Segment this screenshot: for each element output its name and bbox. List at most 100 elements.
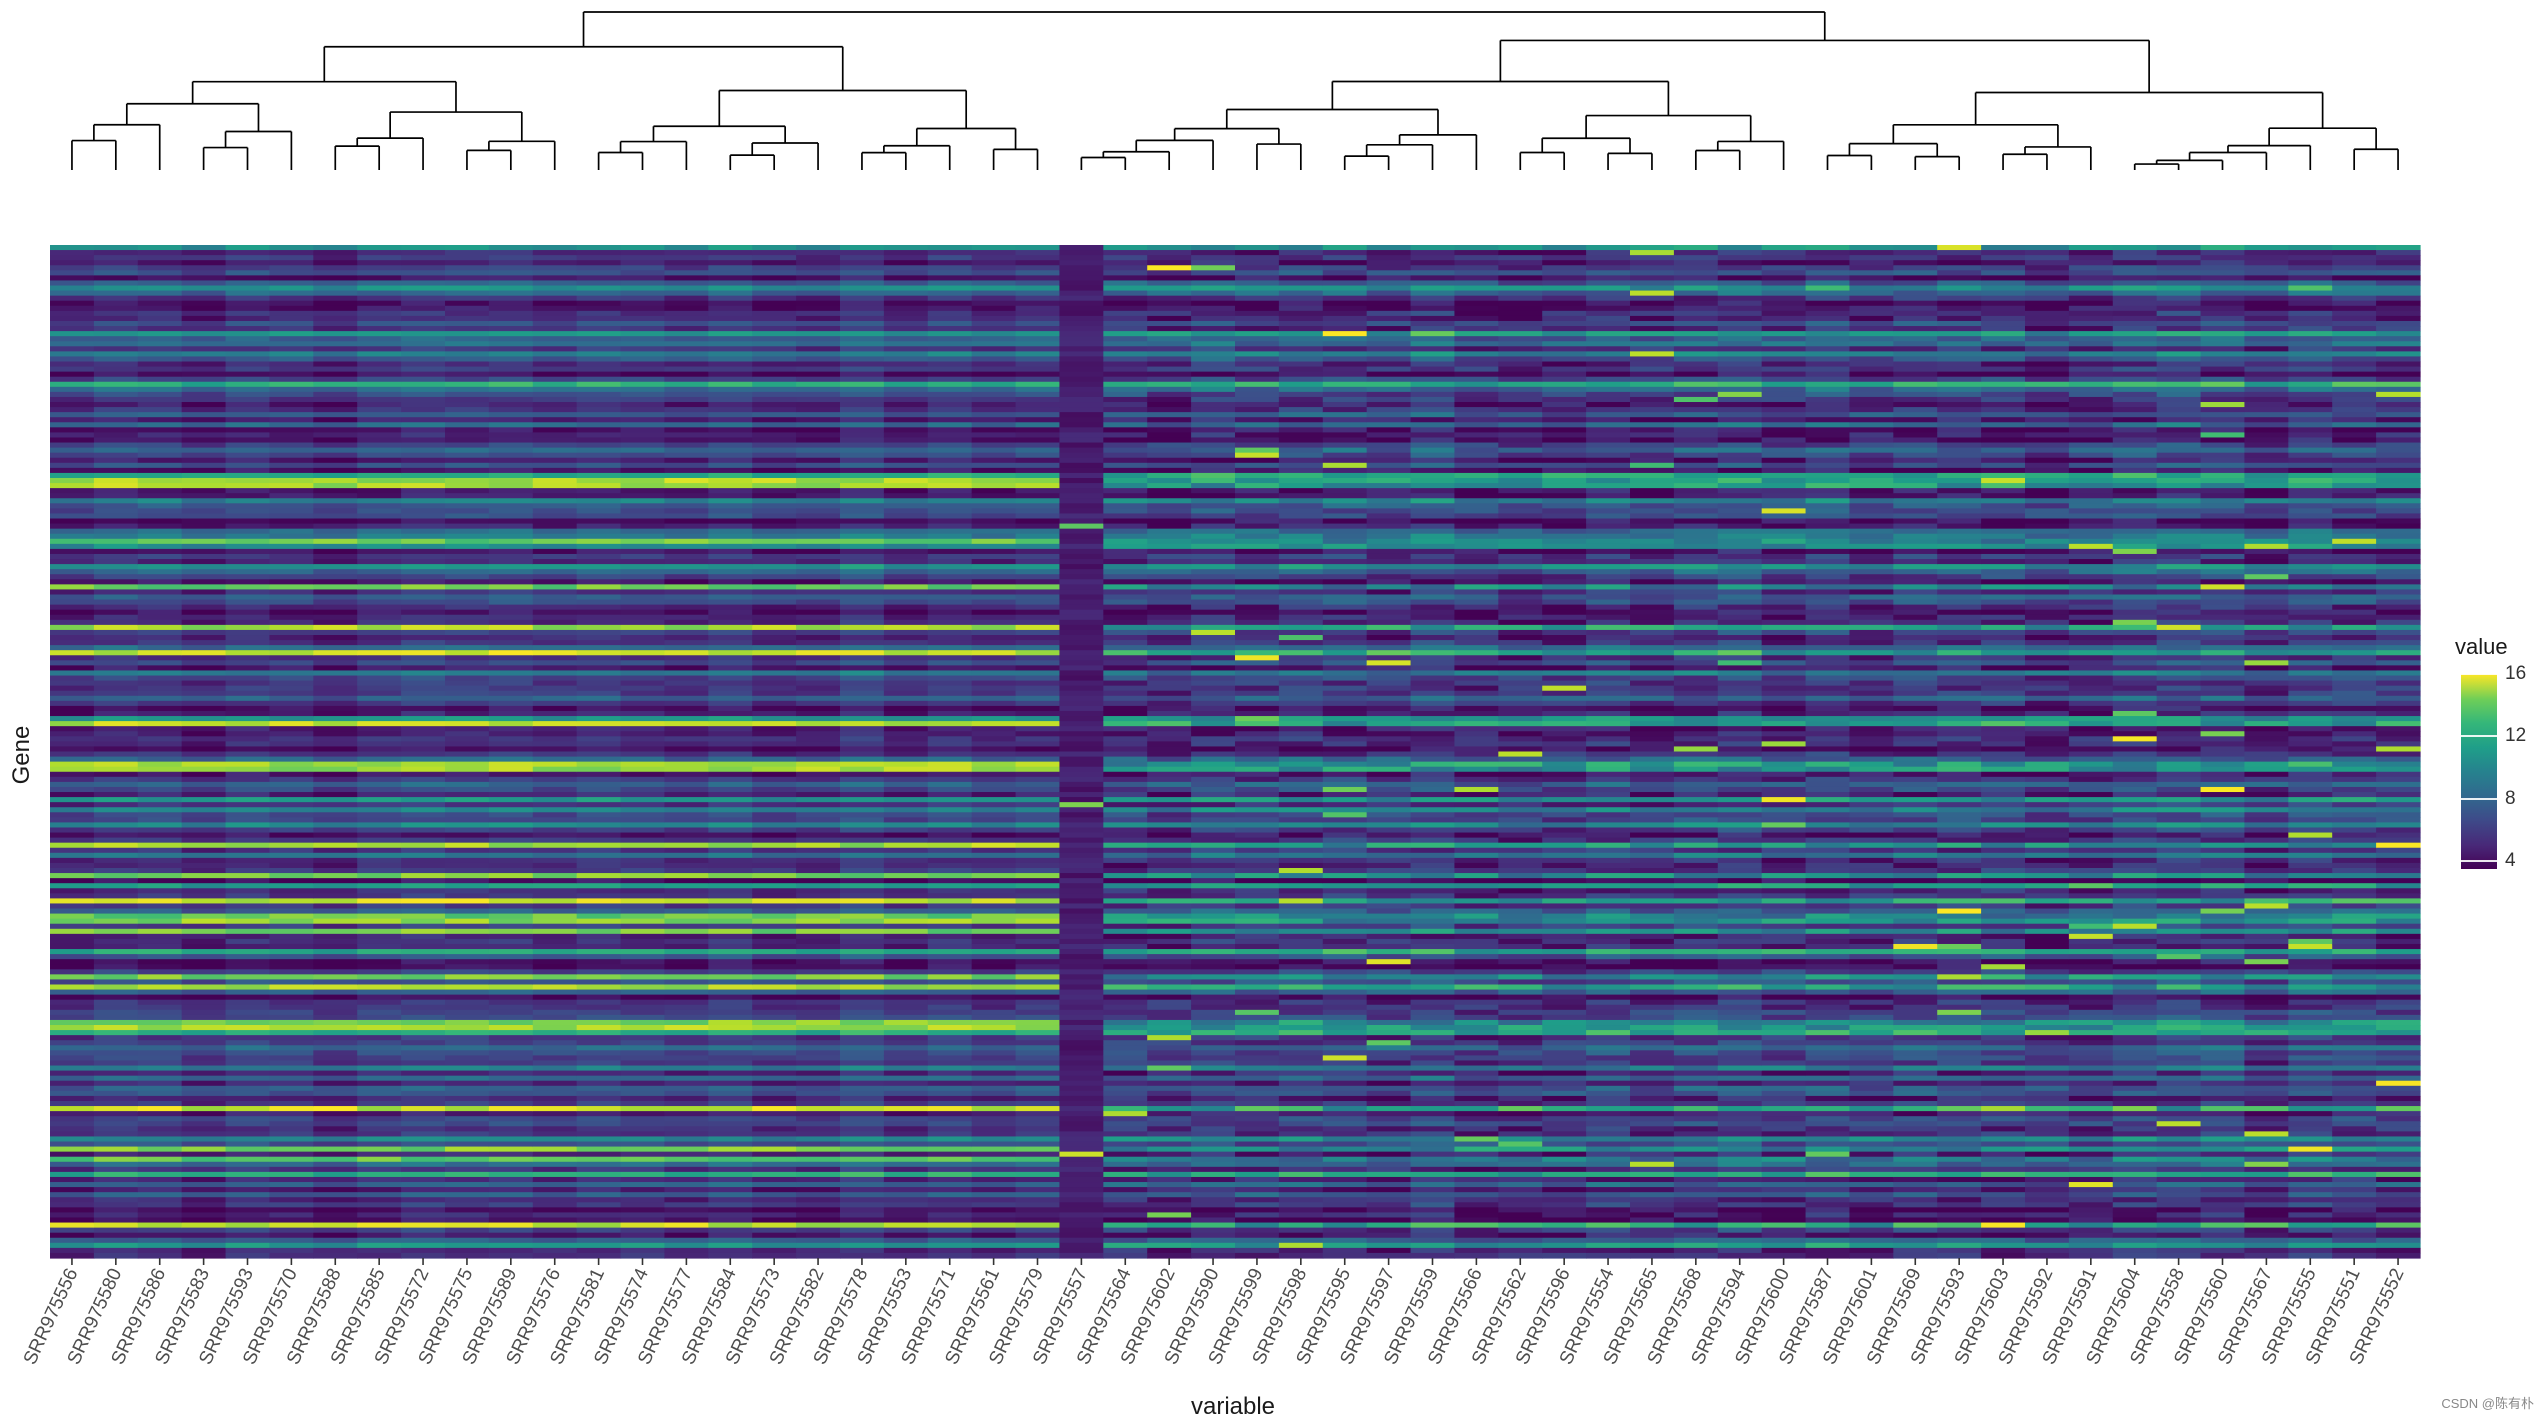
heatmap-cell	[445, 954, 489, 960]
heatmap-cell	[445, 1106, 489, 1112]
heatmap-cell	[138, 878, 182, 884]
heatmap-cell	[1016, 1147, 1060, 1153]
heatmap-cell	[401, 655, 445, 661]
heatmap-cell	[269, 843, 313, 849]
heatmap-cell	[269, 974, 313, 980]
heatmap-cell	[313, 336, 357, 342]
heatmap-cell	[884, 721, 928, 727]
heatmap-cell	[445, 827, 489, 833]
heatmap-cell	[50, 392, 94, 398]
heatmap-cell	[928, 665, 972, 671]
heatmap-cell	[664, 1086, 708, 1092]
heatmap-cell	[357, 1147, 401, 1153]
heatmap-cell	[357, 665, 401, 671]
heatmap-cell	[94, 432, 138, 438]
heatmap-cell	[269, 539, 313, 545]
heatmap-cell	[928, 427, 972, 433]
heatmap-cell	[50, 1243, 94, 1249]
heatmap-cell	[226, 1162, 270, 1168]
heatmap-cell	[445, 351, 489, 357]
heatmap-cell	[621, 564, 665, 570]
heatmap-cell	[1103, 367, 1147, 373]
heatmap-cell	[972, 544, 1016, 550]
heatmap-cell	[50, 250, 94, 256]
heatmap-cell	[884, 473, 928, 479]
heatmap-cell	[226, 503, 270, 509]
heatmap-cell	[94, 453, 138, 459]
heatmap-cell	[445, 574, 489, 580]
heatmap-cell	[840, 1091, 884, 1097]
heatmap-cell	[1059, 473, 1103, 479]
heatmap-cell	[489, 1066, 533, 1072]
heatmap-cell	[884, 924, 928, 930]
heatmap-cell	[357, 372, 401, 378]
heatmap-cell	[533, 448, 577, 454]
heatmap-cell	[357, 478, 401, 484]
heatmap-cell	[577, 331, 621, 337]
heatmap-cell	[50, 1116, 94, 1122]
heatmap-cell	[708, 1152, 752, 1158]
heatmap-cell	[182, 1055, 226, 1061]
heatmap-cell	[182, 250, 226, 256]
heatmap-cell	[621, 245, 665, 251]
heatmap-cell	[884, 407, 928, 413]
heatmap-cell	[401, 1030, 445, 1036]
heatmap-cell	[577, 686, 621, 692]
heatmap-cell	[577, 833, 621, 839]
heatmap-cell	[928, 979, 972, 985]
heatmap-cell	[445, 443, 489, 449]
heatmap-cell	[533, 1025, 577, 1031]
heatmap-cell	[1059, 1000, 1103, 1006]
heatmap-cell	[313, 1172, 357, 1178]
heatmap-cell	[796, 291, 840, 297]
heatmap-cell	[269, 600, 313, 606]
heatmap-cell	[621, 706, 665, 712]
heatmap-cell	[401, 468, 445, 474]
heatmap-cell	[50, 640, 94, 646]
heatmap-cell	[840, 291, 884, 297]
heatmap-cell	[577, 990, 621, 996]
heatmap-cell	[533, 706, 577, 712]
heatmap-cell	[752, 367, 796, 373]
heatmap-cell	[840, 554, 884, 560]
heatmap-cell	[445, 367, 489, 373]
heatmap-cell	[401, 665, 445, 671]
heatmap-cell	[94, 893, 138, 899]
heatmap-cell	[138, 453, 182, 459]
heatmap-cell	[313, 448, 357, 454]
heatmap-cell	[972, 1157, 1016, 1163]
heatmap-cell	[752, 336, 796, 342]
heatmap-cell	[796, 301, 840, 307]
heatmap-cell	[840, 448, 884, 454]
heatmap-cell	[533, 1177, 577, 1183]
heatmap-cell	[138, 311, 182, 317]
heatmap-cell	[621, 711, 665, 717]
heatmap-cell	[928, 1157, 972, 1163]
heatmap-cell	[621, 1025, 665, 1031]
heatmap-cell	[445, 868, 489, 874]
heatmap-cell	[94, 301, 138, 307]
heatmap-cell	[664, 873, 708, 879]
heatmap-cell	[533, 564, 577, 570]
heatmap-cell	[1016, 954, 1060, 960]
heatmap-cell	[577, 898, 621, 904]
heatmap-cell	[621, 833, 665, 839]
heatmap-cell	[1016, 873, 1060, 879]
heatmap-cell	[621, 903, 665, 909]
heatmap-cell	[313, 286, 357, 292]
heatmap-cell	[269, 691, 313, 697]
heatmap-cell	[313, 356, 357, 362]
heatmap-cell	[269, 979, 313, 985]
heatmap-cell	[401, 858, 445, 864]
heatmap-cell	[577, 270, 621, 276]
heatmap-cell	[621, 797, 665, 803]
heatmap-cell	[752, 807, 796, 813]
heatmap-cell	[50, 367, 94, 373]
heatmap-cell	[50, 868, 94, 874]
heatmap-cell	[928, 984, 972, 990]
heatmap-cell	[445, 807, 489, 813]
heatmap-cell	[357, 696, 401, 702]
heatmap-cell	[752, 432, 796, 438]
heatmap-cell	[533, 473, 577, 479]
heatmap-cell	[664, 301, 708, 307]
